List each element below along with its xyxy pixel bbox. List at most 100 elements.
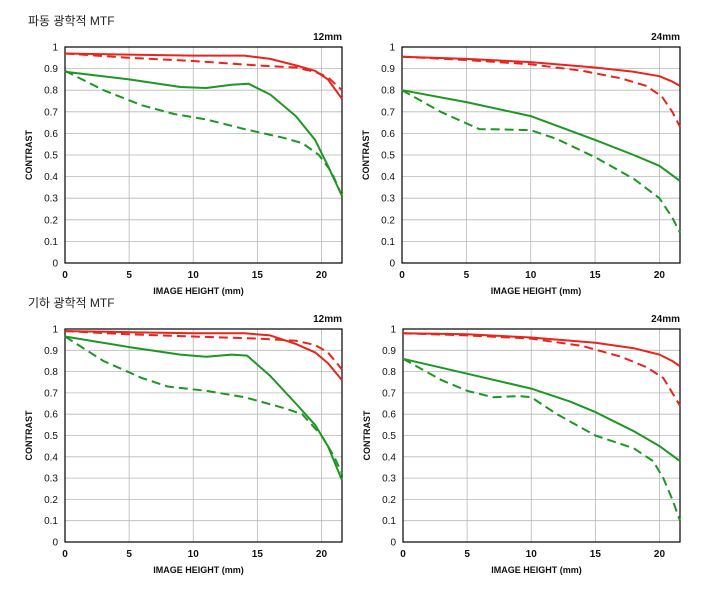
x-tick-label: 5 <box>126 549 132 560</box>
y-tick-label: 0.6 <box>381 129 395 140</box>
x-axis-label: IMAGE HEIGHT (mm) <box>491 286 582 296</box>
chart-title: 12mm <box>313 32 342 43</box>
y-tick-label: 0.8 <box>44 367 58 378</box>
y-tick-label: 0.3 <box>382 474 396 485</box>
y-tick-label: 0.6 <box>44 410 58 421</box>
y-tick-label: 0.5 <box>382 431 396 442</box>
x-tick-label: 5 <box>126 270 132 281</box>
y-tick-label: 0.3 <box>44 194 58 205</box>
y-tick-label: 0.4 <box>44 172 58 183</box>
y-tick-label: 0 <box>389 259 395 270</box>
y-tick-label: 0.3 <box>44 474 58 485</box>
x-tick-label: 0 <box>399 270 405 281</box>
y-tick-label: 0.6 <box>44 129 58 140</box>
y-axis-label: CONTRAST <box>24 130 34 180</box>
x-tick-label: 10 <box>188 270 200 281</box>
plot-frame <box>402 328 681 543</box>
x-tick-label: 20 <box>316 270 328 281</box>
series-line-green-solid <box>64 335 343 481</box>
series-line-red-dashed <box>401 55 681 128</box>
y-tick-label: 0.4 <box>382 452 396 463</box>
y-tick-label: 0.7 <box>44 388 58 399</box>
y-tick-label: 0 <box>52 259 58 270</box>
x-axis-label: IMAGE HEIGHT (mm) <box>153 286 244 296</box>
series-line-red-solid <box>64 52 343 100</box>
x-tick-label: 20 <box>654 270 666 281</box>
x-tick-label: 10 <box>526 549 538 560</box>
series-line-green-solid <box>64 70 343 197</box>
series-line-green-solid <box>402 357 681 462</box>
x-axis-label: IMAGE HEIGHT (mm) <box>491 565 582 575</box>
y-tick-label: 0.2 <box>44 215 58 226</box>
x-tick-label: 15 <box>252 549 264 560</box>
y-tick-label: 0.5 <box>44 431 58 442</box>
series-line-red-solid <box>401 55 681 87</box>
series-line-green-dashed <box>401 89 681 234</box>
y-tick-label: 1 <box>52 325 58 336</box>
chart-title: 24mm <box>651 32 680 43</box>
series-line-green-dashed <box>64 69 343 197</box>
y-tick-label: 0.2 <box>44 495 58 506</box>
x-tick-label: 0 <box>400 549 406 560</box>
y-tick-label: 1 <box>389 43 395 54</box>
series-line-green-dashed <box>402 357 681 522</box>
y-tick-label: 0.2 <box>381 215 395 226</box>
y-axis-label: CONTRAST <box>24 410 34 460</box>
y-tick-label: 1 <box>52 43 58 54</box>
y-tick-label: 0 <box>390 538 396 549</box>
series-line-green-solid <box>401 89 681 182</box>
x-tick-label: 10 <box>525 270 537 281</box>
series-line-green-dashed <box>64 335 343 475</box>
series-line-red-solid <box>64 330 343 381</box>
chart-title: 12mm <box>313 314 342 325</box>
x-tick-label: 5 <box>464 270 470 281</box>
y-tick-label: 0.5 <box>381 151 395 162</box>
chart-title: 24mm <box>651 314 680 325</box>
series-line-red-dashed <box>402 332 681 407</box>
section-title-wave-optical-mtf: 파동 광학적 MTF <box>28 14 115 28</box>
y-tick-label: 0.1 <box>381 237 395 248</box>
y-axis-label: CONTRAST <box>361 130 371 180</box>
mtf-chart-3: 00.10.20.30.40.50.60.70.80.910 5 10 15 2024m… <box>362 314 681 575</box>
y-tick-label: 0.4 <box>44 452 58 463</box>
y-tick-label: 0.6 <box>382 410 396 421</box>
series-line-red-solid <box>402 332 681 368</box>
x-tick-label: 5 <box>464 549 470 560</box>
x-axis-label: IMAGE HEIGHT (mm) <box>153 565 244 575</box>
y-tick-label: 0.2 <box>382 495 396 506</box>
y-tick-label: 0.5 <box>44 151 58 162</box>
y-tick-label: 0.8 <box>381 86 395 97</box>
y-tick-label: 0.4 <box>381 172 395 183</box>
y-tick-label: 0.1 <box>44 516 58 527</box>
series-line-red-dashed <box>64 52 343 91</box>
x-tick-label: 15 <box>590 549 602 560</box>
y-tick-label: 0.9 <box>44 64 58 75</box>
x-tick-label: 10 <box>188 549 200 560</box>
plot-frame <box>401 46 681 264</box>
x-tick-label: 15 <box>589 270 601 281</box>
plot-frame <box>64 328 343 543</box>
y-tick-label: 1 <box>390 325 396 336</box>
y-tick-label: 0.3 <box>381 194 395 205</box>
y-tick-label: 0.8 <box>44 86 58 97</box>
y-tick-label: 0.7 <box>381 107 395 118</box>
x-tick-label: 0 <box>62 270 68 281</box>
mtf-chart-0: 00.10.20.30.40.50.60.70.80.910 5 10 15 2012m… <box>24 32 343 296</box>
mtf-chart-2: 00.10.20.30.40.50.60.70.80.910 5 10 15 2012m… <box>24 314 343 575</box>
series-line-red-dashed <box>64 330 343 371</box>
plot-frame <box>64 46 343 264</box>
y-tick-label: 0.9 <box>381 64 395 75</box>
x-tick-label: 15 <box>252 270 264 281</box>
y-tick-label: 0.9 <box>382 346 396 357</box>
y-tick-label: 0.7 <box>44 107 58 118</box>
y-tick-label: 0.1 <box>382 516 396 527</box>
x-tick-label: 20 <box>654 549 666 560</box>
y-tick-label: 0.9 <box>44 346 58 357</box>
y-tick-label: 0 <box>52 538 58 549</box>
x-tick-label: 0 <box>62 549 68 560</box>
y-axis-label: CONTRAST <box>362 410 372 460</box>
y-tick-label: 0.1 <box>44 237 58 248</box>
y-tick-label: 0.7 <box>382 388 396 399</box>
x-tick-label: 20 <box>316 549 328 560</box>
